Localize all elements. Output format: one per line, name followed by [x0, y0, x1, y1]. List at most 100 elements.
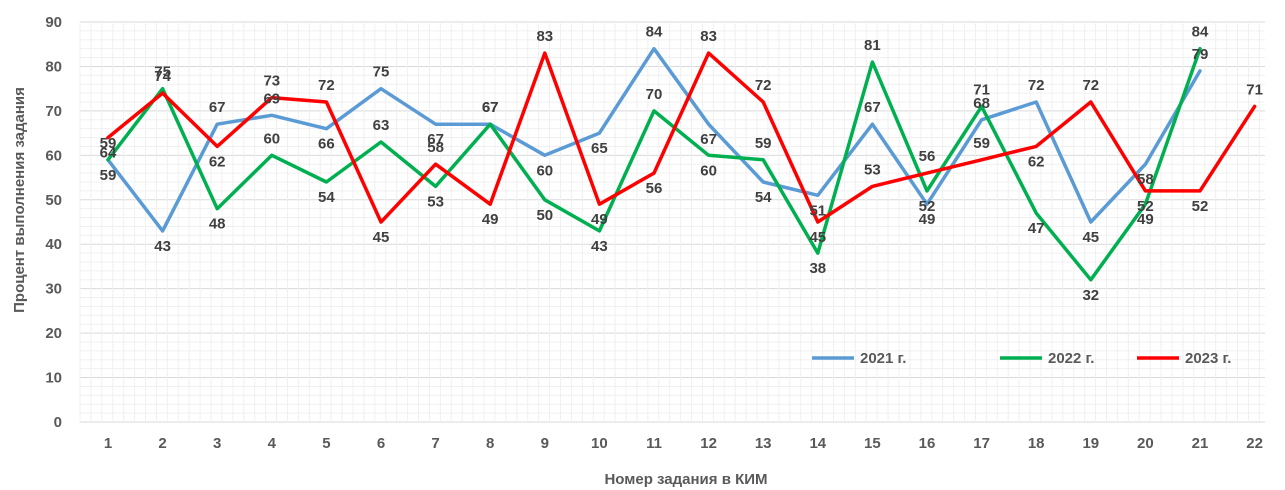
- y-axis-title: Процент выполнения задания: [11, 87, 28, 313]
- x-axis-title: Номер задания в КИМ: [604, 471, 767, 488]
- data-label: 62: [209, 153, 226, 170]
- data-label: 67: [427, 131, 444, 148]
- x-tick-label: 16: [919, 435, 936, 452]
- data-label: 67: [864, 99, 881, 116]
- y-tick-label: 40: [45, 236, 62, 253]
- x-tick-label: 13: [755, 435, 772, 452]
- data-label: 64: [100, 145, 117, 162]
- y-tick-label: 30: [45, 281, 62, 298]
- data-label: 49: [919, 211, 936, 228]
- data-label: 71: [1246, 81, 1263, 98]
- data-label: 43: [154, 238, 171, 255]
- data-label: 32: [1082, 287, 1099, 304]
- x-tick-label: 1: [104, 435, 112, 452]
- data-label: 49: [591, 211, 608, 228]
- data-label: 51: [809, 202, 826, 219]
- data-label: 62: [1028, 153, 1045, 170]
- y-tick-label: 60: [45, 147, 62, 164]
- data-label: 53: [864, 161, 881, 178]
- x-tick-label: 20: [1137, 435, 1154, 452]
- x-tick-label: 17: [973, 435, 990, 452]
- data-label: 69: [263, 90, 280, 107]
- gridlines: [79, 21, 1265, 423]
- x-tick-label: 15: [864, 435, 881, 452]
- data-label: 53: [427, 193, 444, 210]
- data-label: 67: [482, 99, 499, 116]
- x-tick-label: 19: [1082, 435, 1099, 452]
- data-label: 83: [536, 28, 553, 45]
- data-label: 60: [263, 130, 280, 147]
- y-tick-label: 80: [45, 58, 62, 75]
- data-label: 72: [755, 77, 772, 94]
- y-tick-label: 20: [45, 325, 62, 342]
- data-label: 72: [1028, 77, 1045, 94]
- y-tick-label: 50: [45, 192, 62, 209]
- data-label: 60: [700, 162, 717, 179]
- data-label: 38: [809, 260, 826, 277]
- data-label: 52: [1192, 198, 1209, 215]
- data-label: 59: [100, 167, 117, 184]
- data-label: 83: [700, 28, 717, 45]
- x-tick-label: 9: [541, 435, 549, 452]
- data-label: 52: [1137, 198, 1154, 215]
- x-tick-label: 5: [322, 435, 330, 452]
- data-label: 54: [755, 189, 772, 206]
- x-tick-label: 6: [377, 435, 385, 452]
- data-label: 68: [973, 95, 990, 112]
- data-label: 79: [1192, 46, 1209, 63]
- y-tick-label: 70: [45, 103, 62, 120]
- data-label: 56: [646, 180, 663, 197]
- y-tick-label: 10: [45, 370, 62, 387]
- x-tick-label: 11: [646, 435, 662, 452]
- data-label: 50: [536, 207, 553, 224]
- data-label: 65: [591, 140, 608, 157]
- data-label: 84: [1192, 24, 1209, 41]
- x-tick-label: 14: [809, 435, 826, 452]
- legend-label: 2021 г.: [860, 350, 906, 367]
- y-tick-label: 0: [54, 414, 62, 431]
- data-label: 67: [700, 131, 717, 148]
- data-label: 47: [1028, 220, 1045, 237]
- data-label: 45: [1082, 229, 1099, 246]
- x-tick-label: 22: [1246, 435, 1263, 452]
- series-line-3: [106, 51, 1257, 224]
- data-label: 59: [100, 135, 117, 152]
- data-label: 52: [919, 198, 936, 215]
- data-label: 49: [482, 211, 499, 228]
- series-line-2: [106, 46, 1202, 282]
- data-label: 67: [209, 99, 226, 116]
- y-axis-ticks: 0 10 20 30 40 50 60 70 80 90: [45, 14, 62, 431]
- x-tick-label: 3: [213, 435, 221, 452]
- data-label: 59: [973, 135, 990, 152]
- data-label: 49: [1137, 211, 1154, 228]
- x-tick-label: 7: [431, 435, 439, 452]
- data-label: 60: [536, 162, 553, 179]
- data-label: 45: [809, 229, 826, 246]
- data-labels: 59 43 67 69 66 75 67 67 60 65 84 67 54 51 67 49 68 72 45 58…: [100, 24, 1263, 304]
- data-label: 48: [209, 216, 226, 233]
- x-tick-label: 21: [1192, 435, 1209, 452]
- data-label: 72: [318, 77, 335, 94]
- data-label: 72: [1082, 77, 1099, 94]
- data-label: 81: [864, 37, 881, 54]
- data-label: 70: [646, 86, 663, 103]
- data-label: 56: [919, 148, 936, 165]
- data-label: 66: [318, 136, 335, 153]
- x-tick-label: 8: [486, 435, 494, 452]
- data-label: 74: [154, 68, 171, 85]
- data-label: 54: [318, 189, 335, 206]
- data-label: 67: [482, 99, 499, 116]
- legend-label: 2023 г.: [1185, 350, 1231, 367]
- x-tick-label: 18: [1028, 435, 1045, 452]
- legend-label: 2022 г.: [1048, 350, 1094, 367]
- x-tick-label: 10: [591, 435, 608, 452]
- data-label: 75: [373, 64, 390, 81]
- data-label: 59: [755, 135, 772, 152]
- data-label: 58: [427, 139, 444, 156]
- series-line-1: [106, 46, 1202, 233]
- series-lines: [106, 46, 1257, 282]
- x-tick-label: 4: [268, 435, 277, 452]
- data-label: 45: [373, 229, 390, 246]
- x-tick-label: 12: [700, 435, 717, 452]
